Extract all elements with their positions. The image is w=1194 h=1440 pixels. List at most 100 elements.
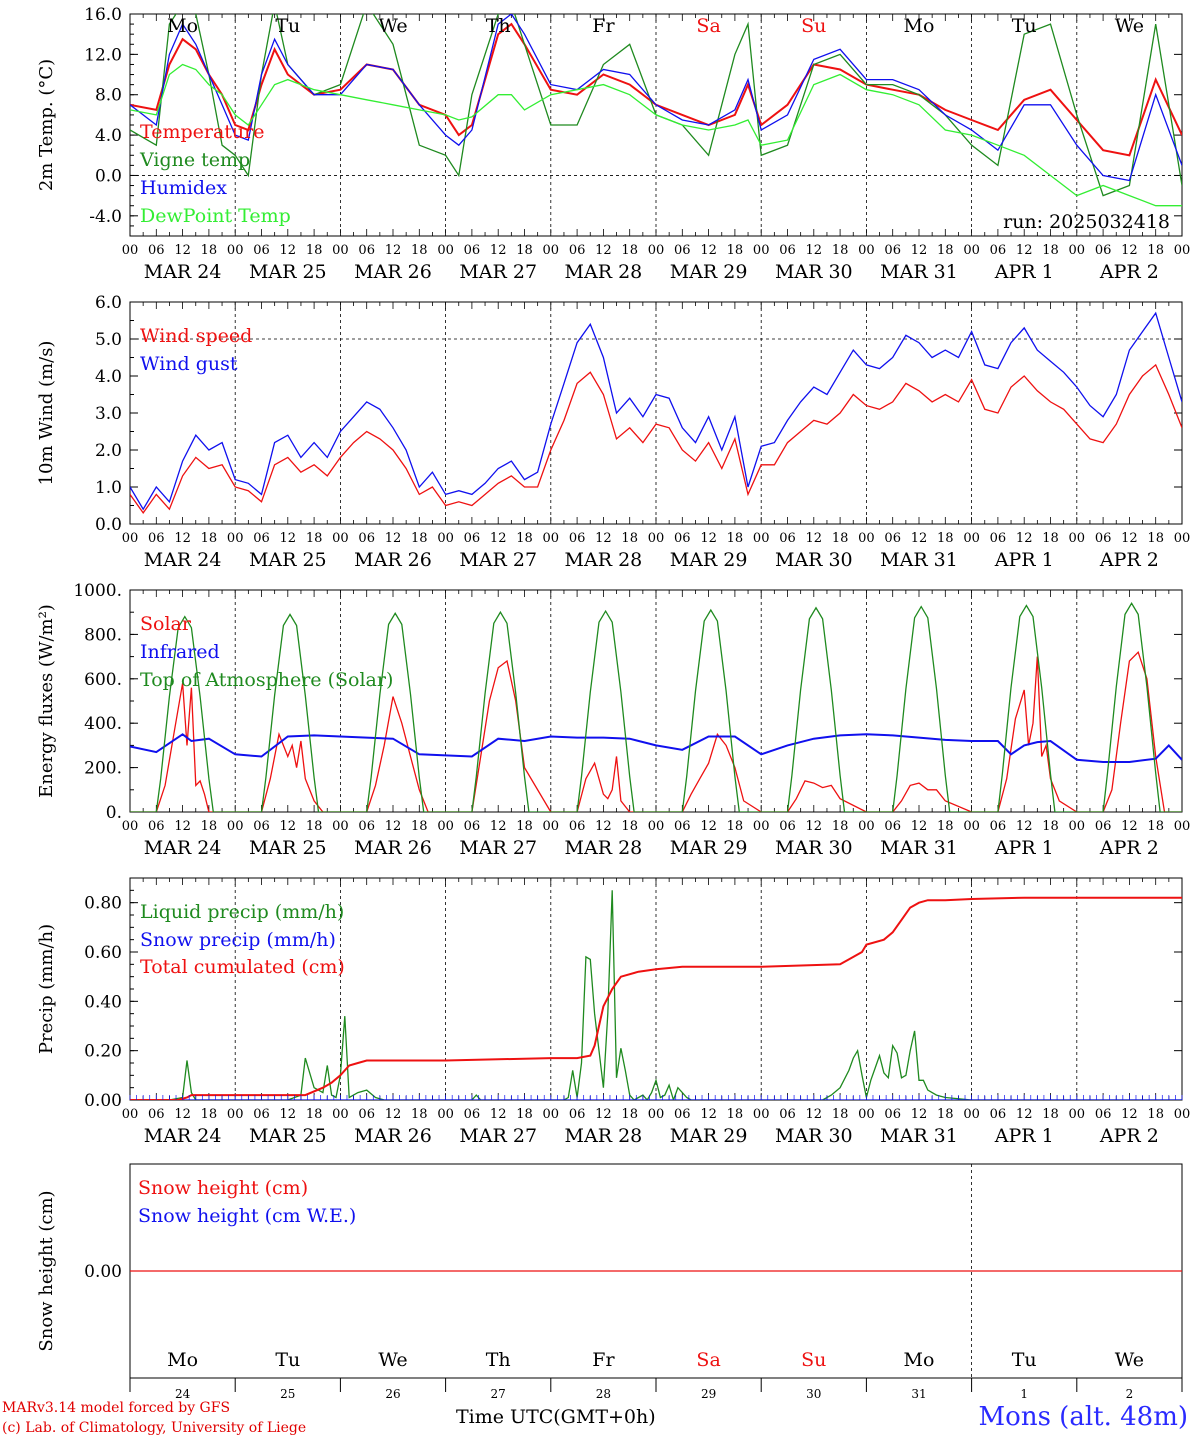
panel-2: 00 06 12 18 00 06 12 18 00 06 12 18 00 06 12 18 00 06 12 18… [36,293,1190,571]
hour-tick-label: 00 [648,243,665,258]
hour-tick-label: 00 [332,243,349,258]
y-axis-title: 2m Temp. (°C) [36,59,57,191]
hour-tick-label: 12 [700,243,717,258]
hour-tick-label: 00 [753,1107,770,1122]
hour-tick-label: 00 [437,819,454,834]
hour-tick-label: 00 [122,1107,139,1122]
hour-tick-label: 00 [858,1107,875,1122]
weekday-label: We [378,1349,407,1371]
hour-tick-label: 18 [516,243,533,258]
hour-tick-label: 12 [1016,531,1033,546]
date-label: MAR 25 [249,261,327,283]
hour-tick-label: 12 [385,1107,402,1122]
hour-tick-label: 12 [1121,819,1138,834]
hour-tick-label: 18 [516,819,533,834]
date-label: APR 1 [994,837,1054,859]
hour-tick-label: 12 [490,531,507,546]
hour-tick-label: 12 [1121,1107,1138,1122]
hour-tick-label: 18 [727,819,744,834]
time-axis-label: Time UTC(GMT+0h) [456,1406,656,1428]
date-label: MAR 27 [459,1125,537,1147]
hour-tick-label: 06 [464,1107,481,1122]
weekday-label: We [1115,1349,1144,1371]
hour-tick-label: 00 [437,243,454,258]
y-tick-label: 0.00 [84,1262,122,1282]
hour-tick-label: 06 [1095,1107,1112,1122]
day-number-label: 2 [1126,1387,1134,1401]
date-label: MAR 27 [459,549,537,571]
y-tick-label: -4.0 [89,207,122,227]
weekday-label: We [1115,15,1144,37]
hour-tick-label: 06 [674,531,691,546]
y-tick-label: 2.0 [95,441,122,461]
date-label: MAR 24 [144,261,222,283]
hour-tick-label: 18 [306,1107,323,1122]
date-label: MAR 29 [670,837,748,859]
hour-tick-label: 12 [174,1107,191,1122]
legend-entry: Infrared [140,641,220,663]
hour-tick-label: 06 [569,531,586,546]
hour-tick-label: 12 [911,1107,928,1122]
hour-tick-label: 06 [1095,243,1112,258]
y-tick-label: 0.0 [95,515,122,535]
hour-tick-label: 18 [621,243,638,258]
weekday-label: Fr [592,1349,615,1371]
y-tick-label: 0.40 [84,992,122,1012]
hour-tick-label: 12 [280,819,297,834]
date-label: MAR 30 [775,837,853,859]
weekday-label: Tu [1012,15,1037,37]
hour-tick-label: 12 [595,1107,612,1122]
y-tick-label: 0.00 [84,1091,122,1111]
hour-tick-label: 00 [1174,531,1191,546]
hour-tick-label: 00 [227,1107,244,1122]
hour-tick-label: 12 [280,1107,297,1122]
weekday-label: Fr [592,15,615,37]
day-number-label: 25 [280,1387,295,1401]
hour-tick-label: 00 [858,243,875,258]
date-label: MAR 24 [144,1125,222,1147]
date-label: MAR 28 [565,261,643,283]
hour-tick-label: 18 [201,1107,218,1122]
date-label: MAR 29 [670,1125,748,1147]
hour-tick-label: 18 [306,531,323,546]
hour-tick-label: 18 [1042,243,1059,258]
day-number-label: 26 [385,1387,400,1401]
weekday-label: Mo [904,15,935,37]
hour-tick-label: 06 [253,1107,270,1122]
hour-tick-label: 06 [569,243,586,258]
day-number-label: 28 [596,1387,611,1401]
hour-tick-label: 06 [779,819,796,834]
date-label: MAR 30 [775,1125,853,1147]
hour-tick-label: 18 [727,243,744,258]
weekday-label: Mo [167,1349,198,1371]
hour-tick-label: 06 [464,531,481,546]
legend-entry: Humidex [140,177,227,199]
hour-tick-label: 12 [280,243,297,258]
y-tick-label: 4.0 [95,367,122,387]
y-tick-label: 600. [84,670,122,690]
hour-tick-label: 12 [174,243,191,258]
hour-tick-label: 00 [1174,243,1191,258]
hour-tick-label: 12 [911,243,928,258]
panel-4: 00 06 12 18 00 06 12 18 00 06 12 18 00 06 12 18 00 06 12 18… [36,877,1191,1147]
hour-tick-label: 06 [779,1107,796,1122]
run-label: run: 2025032418 [1003,211,1170,233]
hour-tick-label: 18 [516,531,533,546]
hour-tick-label: 18 [1042,1107,1059,1122]
y-tick-label: 3.0 [95,404,122,424]
hour-tick-label: 00 [1174,1107,1191,1122]
date-label: MAR 25 [249,1125,327,1147]
hour-tick-label: 18 [411,1107,428,1122]
hour-tick-label: 18 [1147,819,1164,834]
hour-tick-label: 00 [543,1107,560,1122]
date-label: MAR 31 [880,549,958,571]
date-label: MAR 26 [354,549,432,571]
legend-entry: DewPoint Temp [140,205,291,227]
series-line-wind-speed [130,363,1182,515]
y-tick-label: 0.60 [84,943,122,963]
y-tick-label: 0.20 [84,1042,122,1062]
weekday-label: Tu [275,15,300,37]
legend-entry: Total cumulated (cm) [140,956,345,978]
hour-tick-label: 12 [700,1107,717,1122]
hour-tick-label: 18 [937,1107,954,1122]
